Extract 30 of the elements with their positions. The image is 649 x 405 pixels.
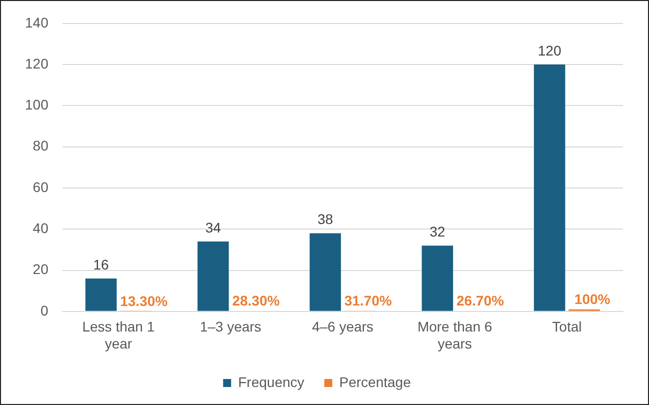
data-label: 28.30% [232, 292, 280, 309]
x-tick-label: More than 6 years [417, 318, 492, 352]
data-label: 32 [430, 223, 446, 240]
y-tick-label: 120 [25, 55, 49, 72]
data-label: 120 [538, 42, 562, 58]
y-tick-label: 140 [25, 14, 49, 30]
data-label: 16 [93, 256, 110, 272]
data-label: 13.30% [120, 292, 168, 309]
x-tick-label: Total [552, 318, 582, 335]
legend-label: Frequency [238, 374, 304, 390]
y-tick-label: 20 [32, 261, 49, 278]
y-tick-label: 80 [32, 138, 49, 154]
bar [85, 278, 117, 311]
x-tick-label: 1–3 years [200, 318, 262, 335]
data-label: 38 [318, 211, 334, 228]
y-tick-label: 40 [32, 220, 49, 236]
bar [310, 233, 341, 311]
x-tick-label: Less than 1 year [82, 318, 155, 352]
data-label: 26.70% [456, 292, 504, 309]
y-tick-label: 0 [40, 302, 49, 318]
bar [534, 64, 566, 311]
bar [198, 241, 229, 311]
y-tick-label: 100 [25, 96, 49, 113]
y-tick-label: 60 [32, 178, 49, 195]
data-label: 34 [205, 219, 222, 236]
legend-label: Percentage [339, 374, 412, 390]
bar [422, 246, 454, 311]
data-label: 31.70% [344, 292, 392, 309]
data-label: 100% [574, 291, 611, 308]
x-tick-label: 4–6 years [312, 318, 374, 335]
